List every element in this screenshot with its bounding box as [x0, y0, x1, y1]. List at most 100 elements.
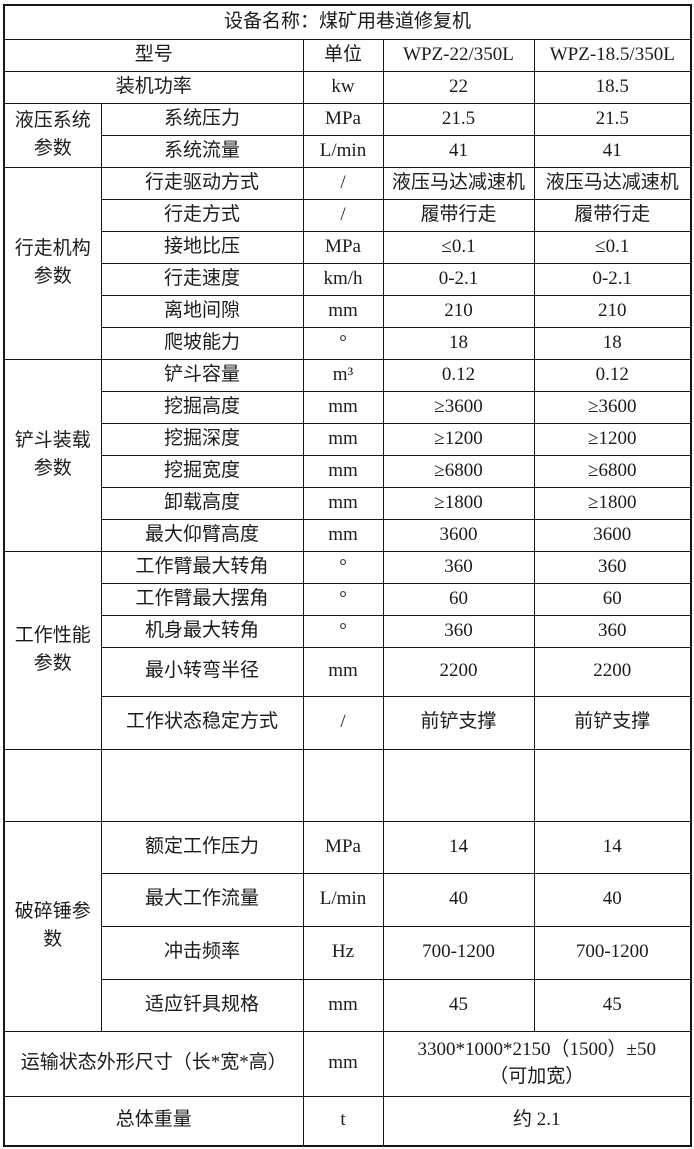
param-unit: L/min [302, 134, 384, 168]
empty-value-cell-2 [533, 748, 692, 822]
table-row: 卸载高度 mm ≥1800 ≥1800 [4, 486, 692, 520]
param-label: 系统压力 [100, 102, 304, 136]
table-row: 行走机构参数 行走驱动方式 / 液压马达减速机 液压马达减速机 [3, 166, 692, 360]
param-value-2: 45 [533, 978, 692, 1032]
param-value-2: 41 [533, 134, 692, 168]
param-unit: MPa [302, 230, 384, 264]
group-working-performance: 工作性能参数 [3, 550, 102, 750]
param-unit: ° [302, 582, 384, 616]
param-unit: mm [302, 978, 384, 1032]
param-label: 卸载高度 [100, 486, 304, 520]
param-label: 适应钎具规格 [100, 978, 304, 1032]
param-label: 运输状态外形尺寸（长*宽*高） [3, 1030, 304, 1097]
table-row: 离地间隙 mm 210 210 [4, 294, 692, 328]
empty-unit-cell [302, 748, 384, 822]
table-row: 行走方式 / 履带行走 履带行走 [4, 198, 692, 232]
table-row: 挖掘宽度 mm ≥6800 ≥6800 [4, 454, 692, 488]
param-value-2: 700-1200 [533, 925, 692, 980]
table-row: 适应钎具规格 mm 45 45 [4, 978, 692, 1032]
unit-header-cell: 单位 [302, 38, 384, 72]
param-value-merged: 3300*1000*2150（1500）±50 （可加宽） [382, 1030, 692, 1097]
param-label: 行走驱动方式 [100, 166, 304, 200]
device-name-title: 设备名称：煤矿用巷道修复机 [3, 4, 692, 40]
param-value-2: 18 [533, 326, 692, 360]
param-label: 爬坡能力 [100, 326, 304, 360]
param-label: 行走速度 [100, 262, 304, 296]
param-unit: mm [302, 454, 384, 488]
param-value-1: 21.5 [382, 102, 535, 136]
param-unit: m³ [302, 358, 384, 392]
param-unit: mm [302, 294, 384, 328]
param-value-1: ≥3600 [382, 390, 535, 424]
param-label: 系统流量 [100, 134, 304, 168]
group-breaker-hammer: 破碎锤参数 [3, 820, 102, 1032]
param-value-1: 360 [382, 614, 535, 648]
param-value-2: 60 [533, 582, 692, 616]
table-row: 行走速度 km/h 0-2.1 0-2.1 [4, 262, 692, 296]
param-label: 总体重量 [3, 1095, 304, 1147]
param-value-2: 360 [533, 614, 692, 648]
param-label: 机身最大转角 [100, 614, 304, 648]
param-value-2: ≥1200 [533, 422, 692, 456]
param-value-2: 0-2.1 [533, 262, 692, 296]
param-value-1: 210 [382, 294, 535, 328]
param-label: 冲击频率 [100, 925, 304, 980]
table-row: 型号 单位 WPZ-22/350L WPZ-18.5/350L [3, 38, 692, 72]
param-unit: t [302, 1095, 384, 1147]
group-hydraulic-system: 液压系统参数 [3, 102, 102, 168]
table-row: 挖掘高度 mm ≥3600 ≥3600 [4, 390, 692, 424]
param-value-2: ≥3600 [533, 390, 692, 424]
param-label: 挖掘宽度 [100, 454, 304, 488]
param-value-1: 0.12 [382, 358, 535, 392]
param-unit: / [302, 198, 384, 232]
param-value-1: 0-2.1 [382, 262, 535, 296]
param-unit: / [302, 166, 384, 200]
param-label: 工作状态稳定方式 [100, 695, 304, 750]
param-value-2: 2200 [533, 646, 692, 697]
param-label: 铲斗容量 [100, 358, 304, 392]
param-label: 工作臂最大转角 [100, 550, 304, 584]
param-value-1: 前铲支撑 [382, 695, 535, 750]
table-row: 总体重量 t 约 2.1 [3, 1095, 692, 1147]
param-label: 额定工作压力 [100, 820, 304, 874]
param-label: 离地间隙 [100, 294, 304, 328]
param-unit: mm [302, 422, 384, 456]
param-value-2: 210 [533, 294, 692, 328]
param-value-2: 360 [533, 550, 692, 584]
param-unit: ° [302, 326, 384, 360]
group-travel-mechanism: 行走机构参数 [3, 166, 102, 360]
param-unit: mm [302, 486, 384, 520]
table-row: 工作性能参数 工作臂最大转角 ° 360 360 [3, 550, 692, 750]
table-row: 最大仰臂高度 mm 3600 3600 [4, 518, 692, 552]
param-label: 装机功率 [3, 70, 304, 104]
param-value-2: 前铲支撑 [533, 695, 692, 750]
table-row [3, 748, 692, 822]
empty-value-cell-1 [382, 748, 535, 822]
param-value-2: 液压马达减速机 [533, 166, 692, 200]
transport-value-line2: （可加宽） [489, 1065, 585, 1087]
param-label: 挖掘深度 [100, 422, 304, 456]
param-value-2: 0.12 [533, 358, 692, 392]
param-value-1: 2200 [382, 646, 535, 697]
table-row: 爬坡能力 ° 18 18 [4, 326, 692, 360]
table-row: 最小转弯半径 mm 2200 2200 [4, 646, 692, 697]
param-label: 最小转弯半径 [100, 646, 304, 697]
empty-label-cell [100, 748, 304, 822]
param-unit: L/min [302, 872, 384, 927]
param-value-1: ≥1800 [382, 486, 535, 520]
param-unit: km/h [302, 262, 384, 296]
table-row: 接地比压 MPa ≤0.1 ≤0.1 [4, 230, 692, 264]
table-row: 系统流量 L/min 41 41 [4, 134, 692, 168]
param-value-2: 14 [533, 820, 692, 874]
param-value-1: 液压马达减速机 [382, 166, 535, 200]
param-value-1: ≤0.1 [382, 230, 535, 264]
param-value-1: 14 [382, 820, 535, 874]
param-unit: ° [302, 614, 384, 648]
equipment-spec-table: 设备名称：煤矿用巷道修复机 型号 单位 WPZ-22/350L WPZ-18.5… [3, 4, 693, 1147]
table-row: 设备名称：煤矿用巷道修复机 [3, 4, 692, 40]
transport-value-line1: 3300*1000*2150（1500）±50 [417, 1038, 656, 1060]
param-value-1: 履带行走 [382, 198, 535, 232]
param-value-1: ≥1200 [382, 422, 535, 456]
param-value-1: 700-1200 [382, 925, 535, 980]
